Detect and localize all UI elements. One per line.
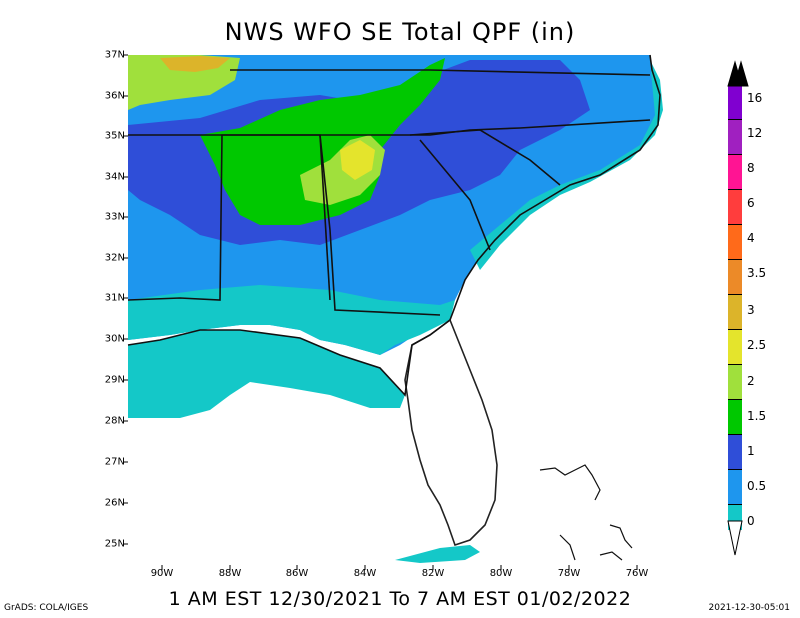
florida-peninsula — [404, 318, 498, 547]
lat-label: 30N — [104, 333, 125, 345]
colorbar-band-4 — [728, 225, 742, 260]
gulf-qpf-area — [128, 330, 405, 418]
lon-label: 76W — [625, 568, 649, 579]
colorbar-label: 3.5 — [747, 266, 767, 280]
lat-label: 28N — [104, 415, 125, 427]
gulf-qpf-area-2 — [395, 545, 480, 563]
colorbar-label: 3 — [747, 303, 755, 317]
colorbar-label: 6 — [747, 196, 755, 210]
colorbar-label: 0.5 — [747, 479, 767, 493]
colorbar-label: 8 — [747, 161, 755, 175]
colorbar-band-1-5 — [728, 400, 742, 435]
colorbar-band-3 — [728, 295, 742, 330]
colorbar-label: 12 — [747, 126, 763, 140]
lat-label: 37N — [104, 49, 125, 61]
lon-label: 78W — [557, 568, 581, 579]
lon-label: 82W — [421, 568, 445, 579]
land-qpf-cyan-south — [128, 285, 455, 355]
lon-label: 84W — [353, 568, 377, 579]
state-boundaries — [127, 54, 661, 397]
colorbar-label: 0 — [747, 514, 755, 528]
issued-timestamp: 2021-12-30-05:01 — [708, 603, 791, 613]
colorbar-band-6 — [728, 190, 742, 225]
lat-label: 27N — [104, 456, 125, 468]
valid-period: 1 AM EST 12/30/2021 To 7 AM EST 01/02/20… — [168, 588, 632, 610]
colorbar-label: 1 — [747, 444, 755, 458]
grads-credit: GrADS: COLA/IGES — [4, 603, 89, 613]
colorbar-label: 2.5 — [747, 338, 767, 352]
land-qpf-yellow — [340, 140, 375, 180]
lat-label: 33N — [104, 211, 125, 223]
colorbar-band-8 — [728, 155, 742, 190]
colorbar-band-0 — [728, 505, 742, 530]
colorbar-band-2-5 — [728, 330, 742, 365]
colorbar-band-16 — [728, 86, 742, 120]
lat-label: 32N — [104, 252, 125, 264]
colorbar-column — [728, 86, 742, 530]
lat-label: 29N — [104, 374, 125, 386]
lon-label: 90W — [150, 568, 174, 579]
land-qpf-green — [200, 58, 445, 225]
lat-label: 34N — [104, 171, 125, 183]
colorbar-label: 4 — [747, 231, 755, 245]
colorbar-label: 1.5 — [747, 409, 767, 423]
colorbar-label: 16 — [747, 91, 763, 105]
lon-label: 86W — [285, 568, 309, 579]
colorbar-band-12 — [728, 120, 742, 155]
lon-label: 80W — [489, 568, 513, 579]
lat-label: 26N — [104, 497, 125, 509]
colorbar-band-2 — [728, 365, 742, 400]
colorbar-band-0-5 — [728, 470, 742, 505]
colorbar-band-3-5 — [728, 260, 742, 295]
land-qpf-orange — [160, 56, 230, 72]
lat-ticks — [123, 54, 128, 545]
lat-label: 25N — [104, 538, 125, 550]
lon-ticks — [161, 565, 638, 570]
lat-label: 31N — [104, 292, 125, 304]
lon-label: 88W — [218, 568, 242, 579]
colorbar-band-1 — [728, 435, 742, 470]
lat-label: 36N — [104, 90, 125, 102]
colorbar-label: 2 — [747, 374, 755, 388]
lat-label: 35N — [104, 130, 125, 142]
bahamas-outline — [539, 464, 633, 561]
colorbar-top-cap — [733, 60, 749, 87]
map-title: NWS WFO SE Total QPF (in) — [224, 18, 576, 46]
